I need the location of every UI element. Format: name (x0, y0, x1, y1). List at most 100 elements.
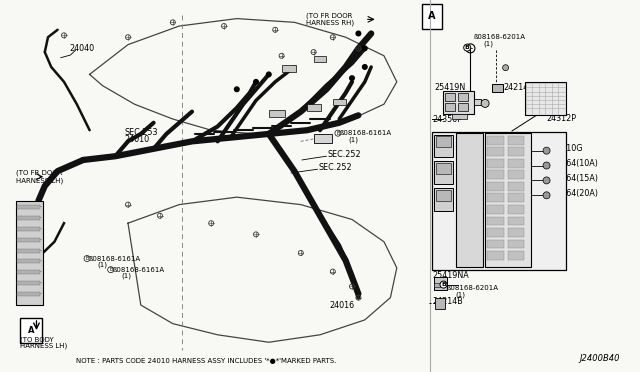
Bar (485, 133, 531, 267)
Bar (487, 217, 504, 225)
Bar (508, 170, 524, 179)
Circle shape (543, 147, 550, 154)
Bar (508, 159, 524, 168)
Text: 24350P: 24350P (432, 115, 462, 124)
Bar (434, 161, 453, 184)
Bar (17, 227, 40, 231)
Bar (17, 270, 40, 274)
Bar (436, 163, 451, 174)
Bar (474, 99, 481, 105)
Text: SEC.253: SEC.253 (125, 128, 158, 137)
Circle shape (335, 130, 341, 136)
Text: HARNESS LH): HARNESS LH) (20, 343, 68, 349)
Bar (434, 277, 447, 290)
Bar (16, 201, 43, 305)
Text: NOTE : PARTS CODE 24010 HARNESS ASSY INCLUDES '*●*'MARKED PARTS.: NOTE : PARTS CODE 24010 HARNESS ASSY INC… (76, 358, 336, 364)
Bar (17, 248, 40, 253)
Text: ß08168-6161A: ß08168-6161A (112, 267, 164, 273)
Circle shape (362, 45, 368, 51)
Bar (434, 283, 440, 287)
Text: A: A (28, 326, 35, 335)
Bar (434, 188, 453, 211)
Bar (487, 205, 504, 214)
Circle shape (543, 177, 550, 184)
Text: 25419N: 25419N (434, 83, 465, 92)
Text: B: B (441, 282, 446, 287)
Bar (508, 217, 524, 225)
Text: (TO FR DOOR: (TO FR DOOR (306, 12, 352, 19)
Bar (20, 318, 42, 343)
Circle shape (440, 281, 447, 288)
Bar (508, 136, 524, 145)
Bar (458, 103, 468, 111)
Text: HARNESS LH): HARNESS LH) (16, 177, 63, 184)
Bar (436, 190, 451, 201)
Text: 25419NA: 25419NA (432, 271, 468, 280)
Text: ß08168-6161A: ß08168-6161A (339, 130, 391, 136)
Circle shape (543, 192, 550, 199)
Bar (443, 91, 474, 114)
Bar (458, 93, 468, 101)
Text: (1): (1) (97, 262, 108, 268)
Text: B: B (465, 45, 470, 50)
Bar (487, 159, 504, 168)
Bar (314, 56, 326, 62)
Circle shape (502, 65, 509, 71)
Bar (508, 147, 524, 156)
Bar (487, 240, 504, 248)
Bar (508, 251, 524, 260)
Circle shape (464, 44, 470, 51)
Text: (24005R): (24005R) (432, 141, 469, 150)
Text: 24312P: 24312P (547, 114, 577, 123)
Bar (487, 147, 504, 156)
Bar (487, 228, 504, 237)
Bar (17, 259, 40, 263)
Bar (435, 298, 445, 309)
Bar (508, 193, 524, 202)
Bar (269, 110, 285, 117)
Circle shape (481, 99, 489, 108)
Text: B: B (85, 256, 89, 261)
Text: 25410G: 25410G (552, 144, 583, 153)
Text: SEC.252: SEC.252 (319, 163, 353, 172)
Circle shape (266, 71, 272, 77)
Bar (508, 240, 524, 248)
Text: (1): (1) (483, 41, 493, 47)
Text: ß08168-6201A: ß08168-6201A (474, 34, 525, 40)
Bar (17, 205, 40, 209)
Text: (1): (1) (122, 273, 132, 279)
Bar (492, 84, 503, 92)
Bar (508, 228, 524, 237)
Text: B: B (336, 131, 340, 136)
Bar (452, 114, 467, 119)
Bar (487, 136, 504, 145)
Text: J2400B40: J2400B40 (579, 355, 620, 363)
Text: 24214B: 24214B (432, 297, 463, 306)
Bar (525, 82, 566, 115)
Bar (432, 132, 566, 270)
Text: 24214B: 24214B (504, 83, 534, 92)
Text: 25464(20A): 25464(20A) (552, 189, 598, 198)
Bar (307, 104, 321, 111)
Bar (487, 251, 504, 260)
Bar (456, 133, 483, 267)
Circle shape (349, 75, 355, 81)
Text: ß08168-6201A: ß08168-6201A (447, 285, 499, 291)
Bar (487, 182, 504, 191)
Bar (17, 292, 40, 296)
Bar (434, 135, 453, 157)
Bar (333, 99, 346, 105)
Bar (17, 216, 40, 220)
Bar (17, 281, 40, 285)
Text: SEC.252: SEC.252 (432, 134, 466, 143)
Bar (17, 238, 40, 242)
Text: 25464(10A): 25464(10A) (552, 159, 598, 168)
Bar (487, 193, 504, 202)
Text: HARNESS RH): HARNESS RH) (306, 19, 354, 26)
Text: 24040: 24040 (69, 44, 94, 53)
Bar (487, 170, 504, 179)
Text: 24016: 24016 (330, 301, 355, 310)
Text: 25464(15A): 25464(15A) (552, 174, 598, 183)
Bar (282, 65, 296, 72)
Circle shape (108, 267, 114, 273)
